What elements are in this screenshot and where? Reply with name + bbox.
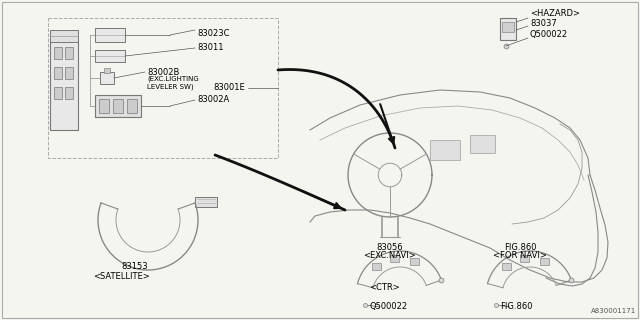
Text: 83001E: 83001E xyxy=(213,84,245,92)
Bar xyxy=(54,67,62,79)
Bar xyxy=(54,87,62,99)
Text: A830001171: A830001171 xyxy=(591,308,636,314)
Text: LEVELER SW): LEVELER SW) xyxy=(147,83,194,90)
Bar xyxy=(95,95,141,117)
Text: Q500022: Q500022 xyxy=(370,302,408,311)
Bar xyxy=(127,99,137,113)
Bar xyxy=(113,99,123,113)
Bar xyxy=(470,135,495,153)
Text: 83023C: 83023C xyxy=(197,28,230,37)
Text: 83002B: 83002B xyxy=(147,68,179,77)
Bar xyxy=(54,47,62,59)
Bar xyxy=(65,87,73,99)
Bar xyxy=(100,72,114,84)
Text: FIG.860: FIG.860 xyxy=(500,302,532,311)
Text: Q500022: Q500022 xyxy=(530,30,568,39)
Bar xyxy=(50,40,78,130)
Text: 83011: 83011 xyxy=(197,43,223,52)
Bar xyxy=(410,258,419,265)
Bar xyxy=(540,258,548,265)
Bar xyxy=(502,22,514,32)
Text: 83037: 83037 xyxy=(530,19,557,28)
Bar xyxy=(48,18,278,158)
Bar xyxy=(430,140,460,160)
Bar xyxy=(104,68,110,73)
Bar xyxy=(390,255,399,262)
Bar xyxy=(372,263,381,270)
Bar xyxy=(65,47,73,59)
Bar xyxy=(95,28,125,42)
Text: <CTR>: <CTR> xyxy=(370,283,401,292)
Text: 83002A: 83002A xyxy=(197,94,229,103)
Text: <EXC.NAVI>: <EXC.NAVI> xyxy=(364,251,417,260)
Text: (EXC.LIGHTING: (EXC.LIGHTING xyxy=(147,76,199,83)
Text: 83153: 83153 xyxy=(122,262,148,271)
Bar xyxy=(500,18,516,40)
Text: <FOR NAVI>: <FOR NAVI> xyxy=(493,251,547,260)
Text: <SATELLITE>: <SATELLITE> xyxy=(93,272,150,281)
Text: FIG.860: FIG.860 xyxy=(504,243,536,252)
Bar xyxy=(95,50,125,62)
Bar xyxy=(520,255,529,262)
Text: 83056: 83056 xyxy=(377,243,403,252)
Bar xyxy=(99,99,109,113)
Text: <HAZARD>: <HAZARD> xyxy=(530,10,580,19)
Bar xyxy=(195,197,217,207)
Bar xyxy=(50,30,78,42)
Bar xyxy=(502,263,511,270)
Bar xyxy=(65,67,73,79)
